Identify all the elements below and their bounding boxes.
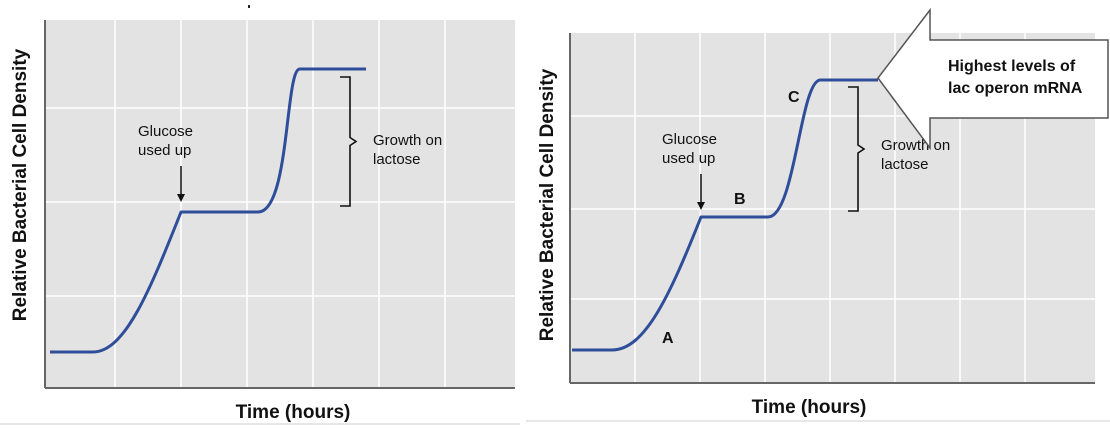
glucose-annotation-line: Glucose — [138, 123, 193, 140]
callout-text-line: Highest levels of — [948, 58, 1076, 75]
glucose-annotation-line: used up — [662, 150, 715, 167]
lactose-bracket — [848, 86, 866, 212]
label-c: C — [788, 89, 800, 106]
glucose-annotation-line: Glucose — [662, 131, 717, 148]
growth-curve-line — [50, 67, 366, 354]
glucose-annotation: Glucose used up — [662, 131, 717, 167]
callout-arrow-shape — [877, 7, 1109, 151]
growth-annotation-line: Growth on — [881, 137, 950, 154]
glucose-arrow-head — [177, 194, 185, 202]
growth-annotation: Growth on lactose — [373, 132, 442, 168]
stray-mark — [248, 5, 250, 8]
y-axis-title: Relative Bacterial Cell Density — [10, 48, 31, 321]
callout-text-line: lac operon mRNA — [948, 80, 1083, 97]
chart-panel-1: Time (hours) Relative Bacterial Cell Dens… — [0, 5, 520, 425]
plot-area — [45, 20, 515, 388]
glucose-annotation-line: used up — [138, 142, 191, 159]
x-axis-title: Time (hours) — [752, 397, 867, 418]
glucose-arrow-head — [697, 202, 705, 210]
label-b: B — [734, 191, 746, 208]
label-a: A — [662, 330, 674, 347]
growth-annotation-line: Growth on — [373, 132, 442, 149]
lactose-bracket — [340, 76, 358, 207]
chart-panel-2: Time (hours) Relative Bacterial Cell Dens… — [526, 7, 1110, 422]
growth-curve-line — [572, 78, 878, 352]
x-axis-title: Time (hours) — [236, 402, 351, 423]
callout-text: Highest levels of lac operon mRNA — [948, 58, 1083, 97]
y-axis-title: Relative Bacterial Cell Density — [537, 68, 558, 341]
growth-annotation-line: lactose — [881, 156, 929, 173]
growth-annotation-line: lactose — [373, 151, 421, 168]
growth-annotation: Growth on lactose — [881, 137, 950, 173]
glucose-annotation: Glucose used up — [138, 123, 193, 159]
